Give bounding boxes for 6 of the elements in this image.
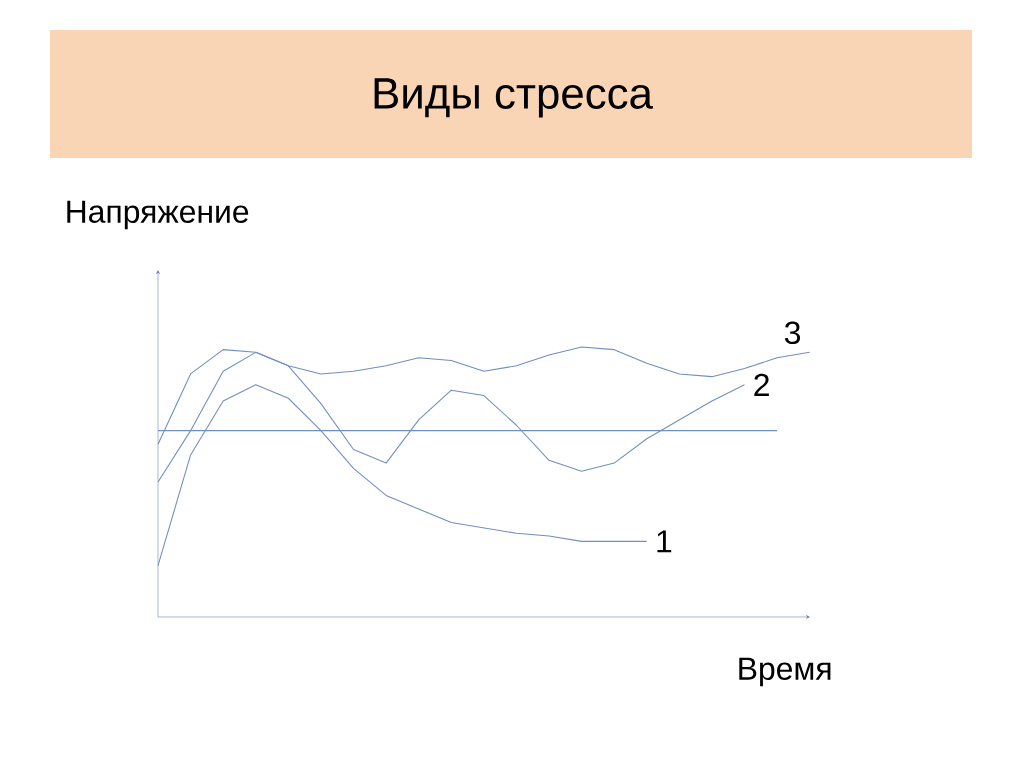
- y-axis-title: Напряжение: [67, 200, 249, 230]
- series-label: 1: [657, 530, 672, 553]
- chart-title: Виды стресса: [374, 78, 653, 118]
- x-axis-title: Время: [739, 657, 831, 687]
- series-label: 2: [754, 373, 769, 396]
- series-label: 3: [784, 321, 801, 345]
